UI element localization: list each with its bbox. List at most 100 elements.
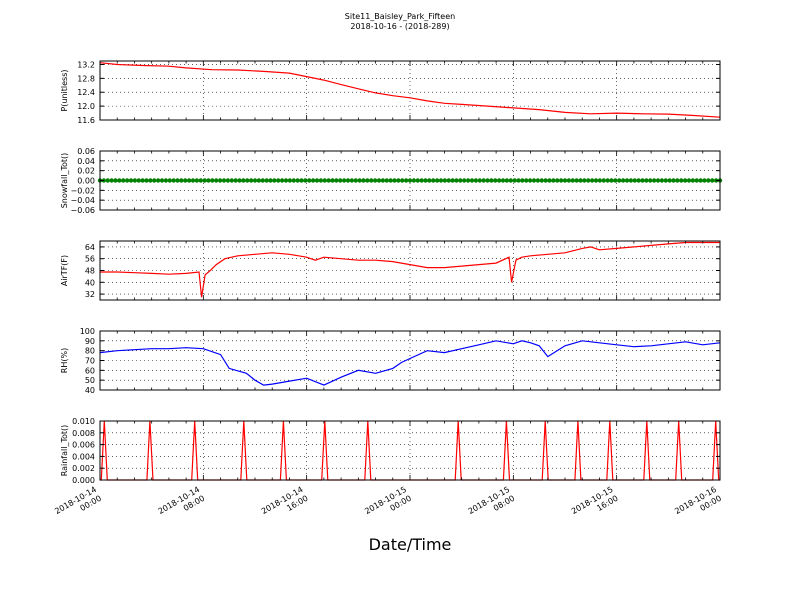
- data-point: [206, 178, 211, 183]
- data-point: [675, 178, 680, 183]
- panel-3: 64 56 48 40 32 AirTF(F): [60, 240, 721, 301]
- data-point: [617, 178, 622, 183]
- data-point: [496, 178, 502, 183]
- data-point: [438, 178, 444, 183]
- data-point: [252, 178, 258, 183]
- data-point: [349, 178, 355, 183]
- x-tick-labels: 2018-10-1400:00 2018-10-1408:00 2018-10-14…: [53, 485, 723, 525]
- data-point: [562, 178, 568, 183]
- data-point: [493, 178, 498, 183]
- data-point: [229, 178, 234, 183]
- data-point: [190, 178, 196, 183]
- data-point: [225, 178, 231, 183]
- data-point: [272, 178, 277, 183]
- data-point: [450, 178, 455, 183]
- data-point: [620, 178, 626, 183]
- data-point: [128, 178, 134, 183]
- data-point: [644, 178, 649, 183]
- y-tick-label: 48: [85, 267, 95, 276]
- data-point: [291, 178, 296, 183]
- y-tick-label: 60: [85, 366, 95, 375]
- y-tick-label: 70: [85, 357, 95, 366]
- y-tick-label: 0.02: [77, 167, 95, 176]
- data-point: [628, 178, 634, 183]
- y-tick-label: −0.04: [70, 196, 95, 205]
- data-point: [217, 178, 223, 183]
- data-point: [462, 178, 467, 183]
- y-tick-label: 0.008: [72, 429, 95, 438]
- data-point: [663, 178, 668, 183]
- data-point: [407, 178, 413, 183]
- data-point: [636, 178, 641, 183]
- data-point: [613, 178, 618, 183]
- data-point: [287, 178, 293, 183]
- data-point: [682, 178, 688, 183]
- data-point: [640, 178, 645, 183]
- data-point: [144, 178, 149, 183]
- y-tick-label: 11.6: [77, 116, 95, 125]
- data-point: [651, 178, 657, 183]
- data-point: [330, 178, 335, 183]
- x-axis-label: Date/Time: [369, 535, 452, 554]
- data-point: [376, 178, 382, 183]
- y-tick-label: −0.02: [70, 186, 95, 195]
- data-point: [357, 178, 362, 183]
- data-point: [686, 178, 692, 183]
- data-point: [477, 178, 482, 183]
- y-tick-label: 0.004: [72, 452, 95, 461]
- y-tick-label: 100: [80, 327, 95, 336]
- data-point: [524, 178, 529, 183]
- panels: 13.212.812.412.011.6P(unitless)0.060.040…: [60, 60, 723, 485]
- y-tick-label: 0.000: [72, 476, 95, 485]
- data-point: [396, 178, 401, 183]
- data-point: [202, 178, 207, 183]
- y-axis-label: AirTF(F): [60, 255, 69, 286]
- data-point: [508, 178, 513, 183]
- series-line: [99, 340, 721, 386]
- data-point: [489, 178, 494, 183]
- data-point: [384, 178, 389, 183]
- y-tick-label: 0.00: [77, 177, 95, 186]
- data-point: [659, 178, 665, 183]
- data-point: [698, 178, 703, 183]
- data-point: [237, 178, 242, 183]
- y-axis-label: P(unitless): [60, 69, 69, 111]
- data-point: [589, 178, 595, 183]
- y-tick-label: 12.0: [77, 102, 95, 111]
- data-point: [434, 178, 440, 183]
- data-point: [132, 178, 138, 183]
- y-tick-label: 0.002: [72, 464, 95, 473]
- data-point: [159, 178, 165, 183]
- y-tick-label: 0.006: [72, 441, 95, 450]
- panel-2: 0.060.040.020.00−0.02−0.04−0.06Snowfall_…: [60, 147, 723, 215]
- y-tick-label: 0.010: [72, 417, 95, 426]
- series-line: [99, 62, 721, 118]
- data-point: [372, 178, 378, 183]
- x-tick-label: 2018-10-1408:00: [157, 485, 207, 525]
- data-point: [318, 178, 324, 183]
- data-point: [198, 178, 203, 183]
- data-point: [679, 178, 684, 183]
- chart-title-line2: 2018-10-16 - (2018-289): [350, 22, 449, 31]
- y-tick-label: 90: [85, 337, 95, 346]
- x-tick-label: 2018-10-1500:00: [363, 485, 413, 525]
- y-tick-label: 13.2: [77, 60, 95, 69]
- panel-5: 0.010 0.008 0.006 0.004 0.002 0.000Rainfall_T…: [60, 417, 721, 485]
- y-tick-label: 32: [85, 290, 95, 299]
- data-point: [504, 178, 510, 183]
- data-point: [609, 178, 614, 183]
- data-point: [454, 178, 459, 183]
- data-point: [307, 178, 312, 183]
- data-point: [314, 178, 320, 183]
- data-point: [601, 178, 606, 183]
- data-point: [415, 178, 420, 183]
- y-tick-label: 64: [85, 243, 95, 252]
- data-point: [268, 178, 273, 183]
- data-point: [558, 178, 564, 183]
- data-point: [566, 178, 572, 183]
- y-tick-label: 80: [85, 347, 95, 356]
- y-tick-label: 0.06: [77, 147, 95, 156]
- y-axis-label: Snowfall_Tot(): [60, 153, 69, 209]
